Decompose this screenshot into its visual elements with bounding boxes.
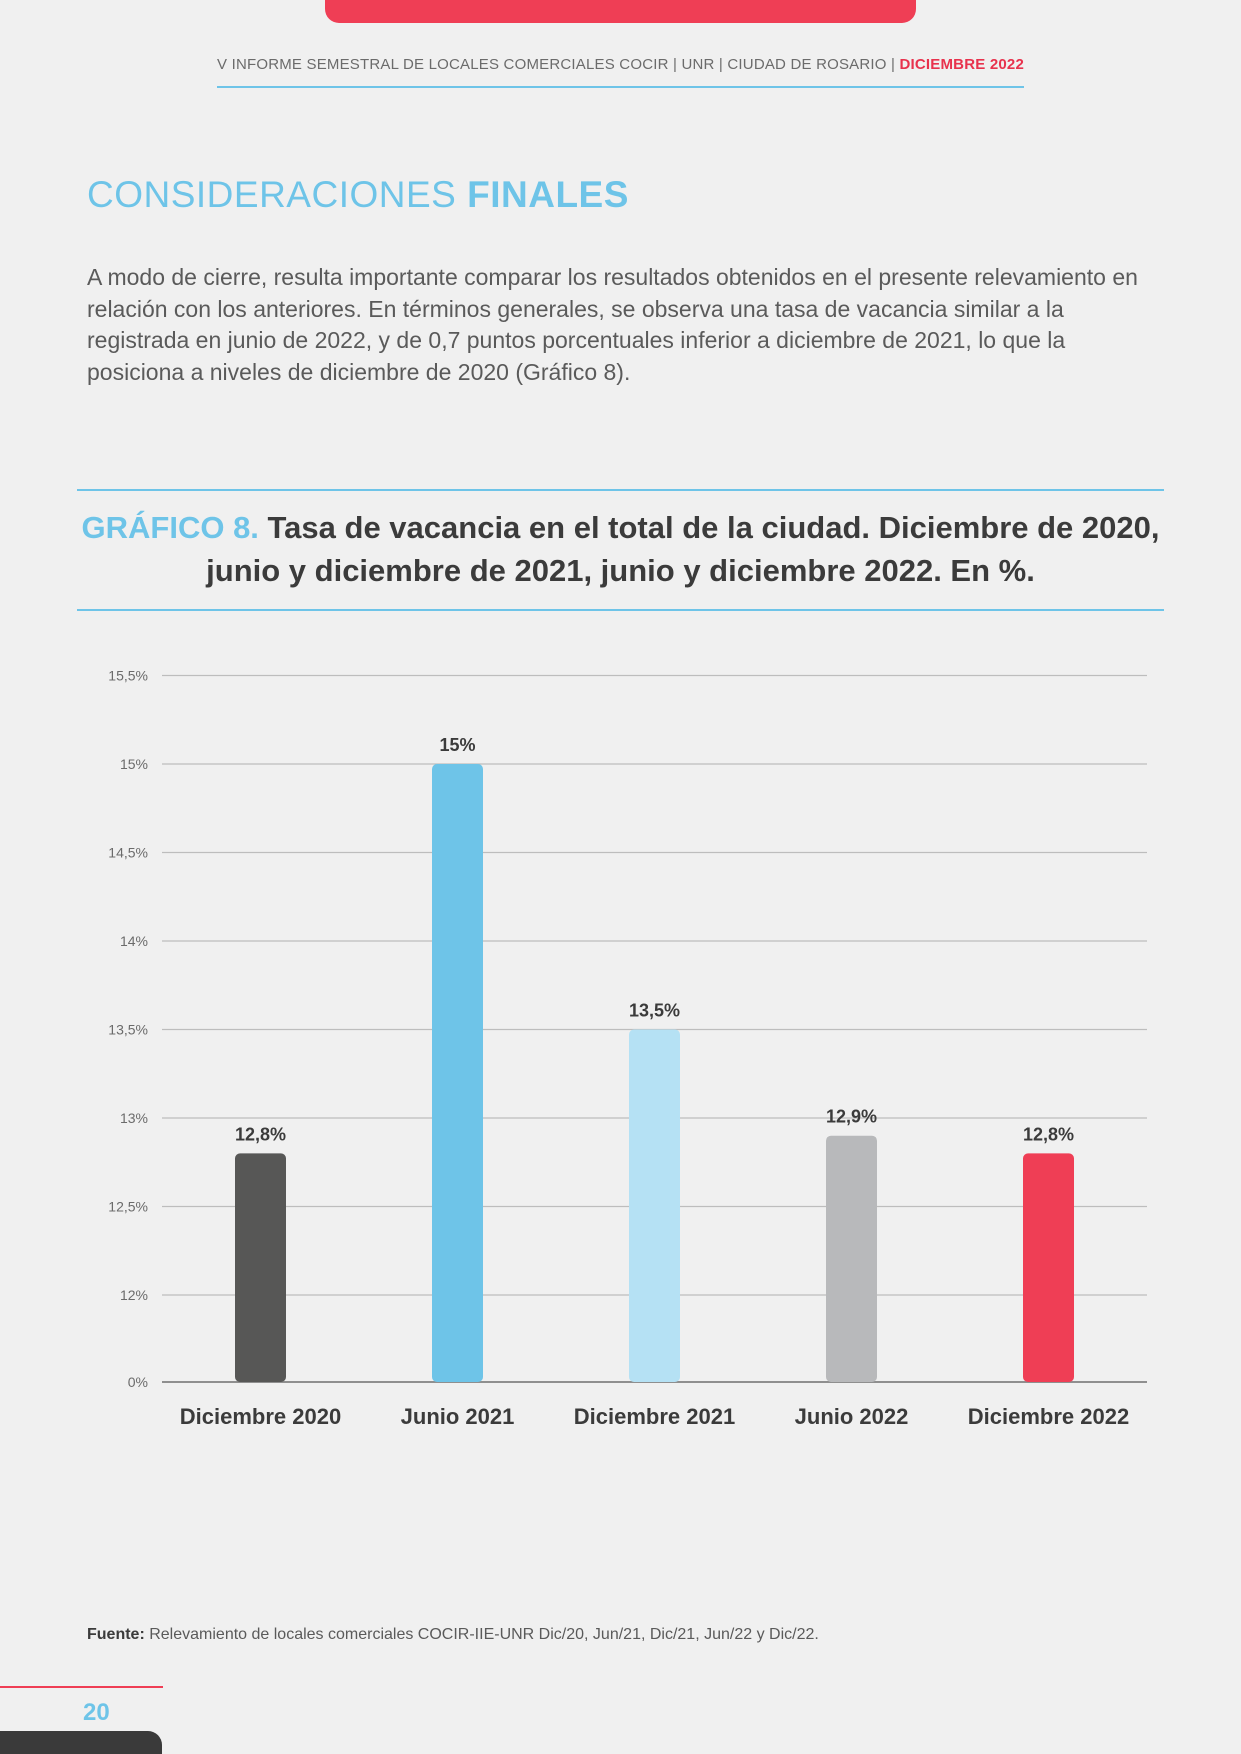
section-title: CONSIDERACIONES FINALES: [87, 174, 629, 216]
x-category-label: Junio 2021: [401, 1404, 515, 1429]
figure-bottom-rule: [77, 609, 1164, 611]
bar: [235, 1153, 286, 1382]
data-label: 15%: [439, 735, 475, 755]
y-tick-label: 12%: [120, 1287, 148, 1303]
header-divider: [217, 86, 1024, 88]
figure-number: GRÁFICO 8.: [81, 510, 259, 545]
bar: [629, 1029, 680, 1382]
page-number: 20: [83, 1699, 110, 1726]
y-tick-label: 14%: [120, 933, 148, 949]
data-label: 12,9%: [826, 1107, 877, 1127]
y-tick-label: 14,5%: [108, 845, 148, 861]
top-decorative-tab: [325, 0, 916, 23]
data-label: 13,5%: [629, 1001, 680, 1021]
y-tick-label: 13,5%: [108, 1022, 148, 1038]
data-label: 12,8%: [235, 1124, 286, 1144]
running-header-text: V INFORME SEMESTRAL DE LOCALES COMERCIAL…: [217, 56, 900, 73]
bar: [826, 1135, 877, 1382]
intro-paragraph: A modo de cierre, resulta importante com…: [87, 264, 1138, 385]
x-category-label: Diciembre 2021: [574, 1404, 735, 1429]
y-tick-label: 12,5%: [108, 1199, 148, 1215]
x-category-label: Diciembre 2022: [968, 1404, 1129, 1429]
running-header: V INFORME SEMESTRAL DE LOCALES COMERCIAL…: [217, 56, 1024, 73]
figure-top-rule: [77, 489, 1164, 491]
page-number-rule: [0, 1686, 163, 1688]
running-header-date: DICIEMBRE 2022: [899, 56, 1024, 73]
source-note: Fuente: Relevamiento de locales comercia…: [87, 1626, 819, 1644]
section-title-bold: FINALES: [467, 174, 629, 215]
source-label: Fuente:: [87, 1626, 145, 1643]
data-label: 12,8%: [1023, 1124, 1074, 1144]
source-text: Relevamiento de locales comerciales COCI…: [144, 1626, 819, 1643]
y-tick-label: 0%: [128, 1374, 148, 1390]
y-tick-label: 15,5%: [108, 668, 148, 684]
x-category-label: Junio 2022: [795, 1404, 909, 1429]
figure-title-text: Tasa de vacancia en el total de la ciuda…: [206, 510, 1160, 588]
y-tick-label: 13%: [120, 1110, 148, 1126]
figure-title: GRÁFICO 8. Tasa de vacancia en el total …: [77, 506, 1164, 592]
bar: [432, 764, 483, 1382]
y-tick-label: 15%: [120, 756, 148, 772]
x-category-label: Diciembre 2020: [180, 1404, 341, 1429]
footer-decorative-block: [0, 1731, 162, 1754]
section-title-light: CONSIDERACIONES: [87, 174, 468, 215]
bar: [1023, 1153, 1074, 1382]
